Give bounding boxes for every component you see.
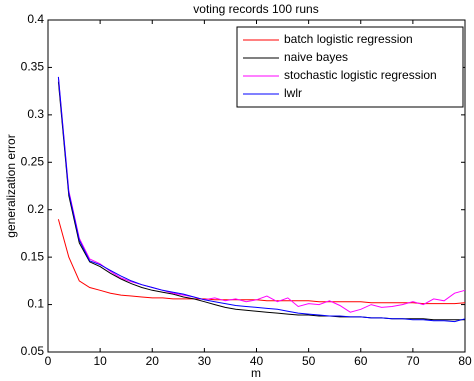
x-axis-label: m [251, 366, 261, 380]
legend-label: naive bayes [284, 50, 348, 64]
series-line [57, 219, 466, 305]
y-tick-label: 0.05 [21, 344, 45, 358]
y-tick-label: 0.4 [27, 12, 44, 26]
x-tick-label: 50 [302, 354, 316, 368]
y-tick-label: 0.25 [21, 154, 45, 168]
series-line [57, 76, 466, 313]
y-tick-label: 0.1 [27, 297, 44, 311]
x-tick-label: 10 [93, 354, 107, 368]
x-tick-label: 0 [45, 354, 52, 368]
x-tick-label: 60 [354, 354, 368, 368]
x-tick-label: 30 [198, 354, 212, 368]
x-tick-label: 70 [406, 354, 420, 368]
legend-label: lwlr [284, 86, 302, 100]
legend-label: batch logistic regression [284, 32, 413, 46]
y-axis-label: generalization error [4, 134, 18, 237]
x-tick-label: 80 [458, 354, 472, 368]
x-tick-label: 20 [146, 354, 160, 368]
y-tick-label: 0.2 [27, 202, 44, 216]
series-line [57, 76, 466, 323]
y-tick-label: 0.3 [27, 107, 44, 121]
y-tick-label: 0.35 [21, 60, 45, 74]
x-tick-label: 40 [250, 354, 264, 368]
y-tick-label: 0.15 [21, 249, 45, 263]
legend-label: stochastic logistic regression [284, 68, 437, 82]
chart-title: voting records 100 runs [193, 2, 318, 16]
